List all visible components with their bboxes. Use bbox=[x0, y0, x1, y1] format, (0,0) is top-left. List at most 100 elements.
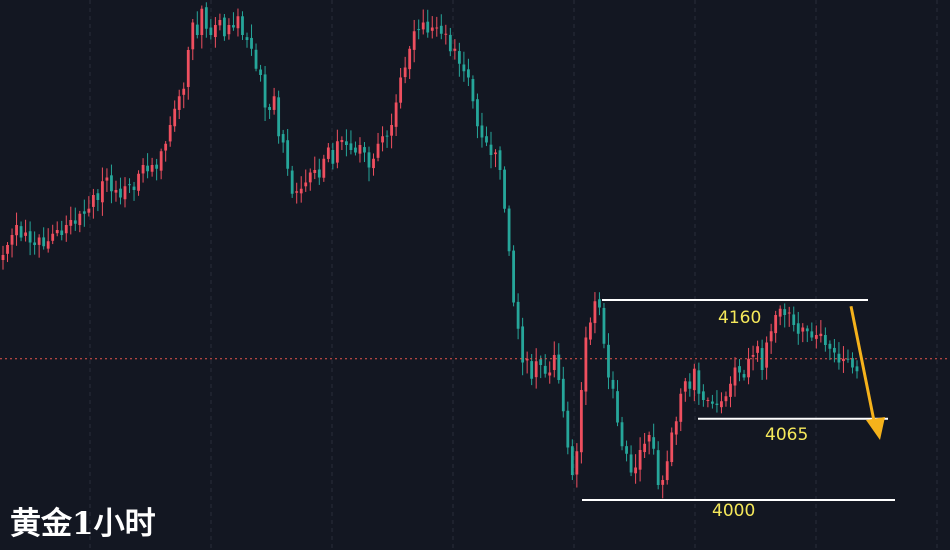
candle-up bbox=[724, 396, 728, 402]
candle-down bbox=[426, 21, 430, 33]
candle-down bbox=[28, 231, 32, 243]
candle-up bbox=[720, 401, 723, 408]
candle-up bbox=[765, 342, 769, 368]
candle-down bbox=[268, 107, 271, 110]
candle-down bbox=[516, 301, 520, 329]
candle-up bbox=[494, 152, 497, 155]
candle-up bbox=[182, 88, 186, 95]
candle-up bbox=[430, 27, 434, 31]
candle-down bbox=[566, 410, 570, 448]
candle-up bbox=[683, 381, 687, 392]
candle-down bbox=[783, 309, 787, 315]
candle-down bbox=[119, 188, 122, 198]
candle-down bbox=[209, 27, 213, 35]
candle-up bbox=[661, 480, 665, 485]
candle-up bbox=[78, 213, 82, 226]
candle-up bbox=[159, 151, 163, 171]
candle-up bbox=[150, 165, 154, 172]
candle-up bbox=[589, 322, 592, 340]
candle-up bbox=[173, 108, 177, 127]
candle-down bbox=[620, 422, 624, 447]
candle-up bbox=[819, 333, 823, 337]
candle-down bbox=[204, 7, 208, 29]
candle-up bbox=[15, 225, 18, 236]
candle-up bbox=[186, 50, 190, 87]
candle-down bbox=[110, 175, 113, 192]
candle-up bbox=[299, 188, 303, 194]
candle-series bbox=[1, 2, 859, 499]
candle-down bbox=[715, 403, 719, 405]
candle-down bbox=[711, 401, 714, 404]
candle-up bbox=[200, 8, 204, 36]
candle-up bbox=[141, 165, 145, 174]
candle-down bbox=[742, 374, 746, 378]
candle-up bbox=[295, 191, 299, 193]
grid-lines bbox=[89, 0, 938, 550]
candle-down bbox=[738, 366, 741, 373]
candle-down bbox=[467, 69, 470, 78]
candle-up bbox=[593, 301, 597, 324]
candle-down bbox=[851, 358, 854, 368]
candle-up bbox=[787, 312, 791, 314]
candle-up bbox=[814, 335, 818, 339]
candle-up bbox=[335, 141, 339, 163]
candle-down bbox=[132, 186, 136, 190]
candle-up bbox=[101, 181, 104, 203]
chart-title: 黄金1小时 bbox=[10, 506, 156, 542]
candle-up bbox=[114, 190, 118, 193]
candle-up bbox=[218, 20, 222, 26]
candle-down bbox=[485, 136, 488, 143]
candle-up bbox=[842, 358, 845, 362]
candle-up bbox=[534, 361, 538, 378]
candle-up bbox=[453, 48, 457, 51]
candle-down bbox=[354, 147, 357, 153]
candle-down bbox=[543, 365, 547, 374]
candle-down bbox=[656, 450, 660, 485]
candle-down bbox=[73, 220, 77, 224]
candle-down bbox=[598, 299, 601, 308]
candle-up bbox=[123, 186, 127, 200]
candle-down bbox=[245, 37, 249, 40]
candle-down bbox=[259, 69, 262, 75]
candle-up bbox=[340, 140, 344, 143]
level-label-4160: 4160 bbox=[718, 308, 761, 328]
candle-up bbox=[91, 195, 95, 207]
candle-up bbox=[647, 435, 651, 442]
candle-down bbox=[263, 74, 267, 108]
candle-up bbox=[326, 147, 330, 159]
candle-up bbox=[638, 450, 642, 470]
candle-down bbox=[805, 328, 809, 332]
candle-up bbox=[747, 358, 750, 378]
candle-up bbox=[55, 230, 59, 234]
candle-up bbox=[177, 96, 181, 110]
candle-down bbox=[290, 170, 294, 194]
candle-up bbox=[213, 25, 217, 38]
candle-up bbox=[164, 143, 168, 151]
candle-down bbox=[19, 226, 23, 238]
candle-down bbox=[82, 211, 86, 214]
candle-down bbox=[521, 326, 525, 363]
candle-up bbox=[372, 158, 375, 169]
candle-down bbox=[254, 49, 258, 69]
candle-up bbox=[643, 443, 647, 453]
candle-down bbox=[250, 37, 253, 49]
candle-down bbox=[512, 250, 515, 303]
candle-down bbox=[855, 366, 859, 372]
candle-down bbox=[367, 152, 371, 168]
candle-up bbox=[579, 390, 583, 453]
candle-down bbox=[349, 143, 353, 150]
candle-down bbox=[611, 379, 615, 389]
candle-down bbox=[652, 437, 656, 449]
candle-down bbox=[448, 34, 452, 52]
candle-up bbox=[552, 355, 556, 371]
candle-down bbox=[828, 343, 832, 349]
candle-up bbox=[227, 25, 231, 35]
candle-up bbox=[801, 327, 805, 332]
candle-down bbox=[796, 323, 800, 334]
candle-down bbox=[837, 353, 841, 363]
candle-down bbox=[498, 150, 502, 170]
candle-down bbox=[846, 358, 850, 360]
candle-down bbox=[96, 193, 100, 200]
candle-down bbox=[33, 242, 37, 245]
